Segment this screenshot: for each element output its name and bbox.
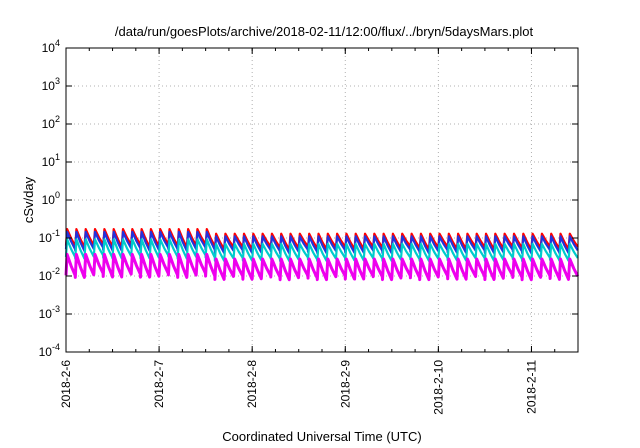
y-tick-label: 104 [42,38,60,55]
y-tick-label: 10-2 [39,266,60,283]
y-tick-exponent: 0 [55,190,60,200]
plot-frame [65,47,579,353]
series-line [64,252,580,282]
x-tick-label: 2018-2-10 [431,360,445,415]
x-tick-label: 2018-2-11 [524,360,538,414]
x-tick-label: 2018-2-9 [338,360,352,408]
y-tick-exponent: 2 [55,114,60,124]
y-tick-exponent: 3 [55,76,60,86]
y-tick-exponent: -2 [52,266,60,276]
y-axis-label: cSv/day [21,176,36,223]
x-tick-label: 2018-2-6 [59,360,73,408]
grid [65,48,578,352]
y-tick-label: 10-4 [39,342,60,359]
y-tick-exponent: 1 [55,152,60,162]
y-tick-label: 10-3 [39,304,60,321]
y-tick-exponent: -3 [52,304,60,314]
series-line [64,238,579,262]
y-tick-exponent: 4 [55,38,60,48]
y-tick-label: 101 [42,152,60,169]
x-tick-label: 2018-2-8 [245,360,259,408]
y-tick-label: 103 [42,76,60,93]
chart-title: /data/run/goesPlots/archive/2018-02-11/1… [115,24,534,39]
y-tick-exponent: -4 [52,342,60,352]
series-layer [64,228,580,282]
y-tick-exponent: -1 [52,228,60,238]
x-axis-label: Coordinated Universal Time (UTC) [222,429,421,444]
x-tick-label: 2018-2-7 [152,360,166,408]
y-tick-label: 10-1 [39,228,60,245]
x-axis: 2018-2-6 2018-2-7 2018-2-8 2018-2-9 2018-2-1… [59,48,579,415]
y-tick-label: 102 [42,114,60,131]
y-tick-label: 100 [42,190,60,207]
